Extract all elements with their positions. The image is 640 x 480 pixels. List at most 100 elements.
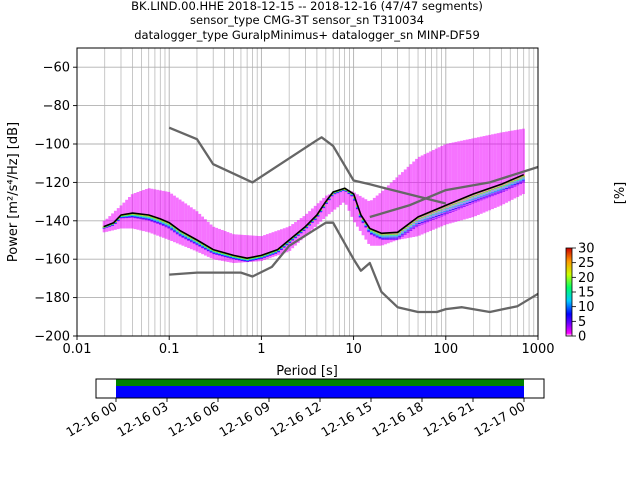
- density-cell: [254, 258, 258, 260]
- density-cell: [412, 224, 416, 226]
- colorbar-tick-label: 5: [578, 315, 586, 330]
- density-cell: [406, 227, 410, 229]
- density-cell: [167, 223, 171, 225]
- density-cell: [406, 230, 410, 232]
- density-cell: [218, 252, 221, 254]
- density-cell: [333, 192, 337, 210]
- density-cell: [175, 229, 179, 231]
- density-cell: [513, 130, 517, 199]
- density-cell: [232, 234, 235, 264]
- density-cell: [401, 172, 404, 240]
- density-cell: [370, 232, 373, 234]
- density-cell: [226, 254, 230, 256]
- density-cell: [516, 180, 520, 182]
- density-cell: [142, 190, 145, 232]
- density-cell: [274, 251, 278, 253]
- density-cell: [401, 232, 404, 234]
- density-cell: [128, 216, 131, 218]
- density-cell: [206, 249, 210, 251]
- density-cell: [474, 199, 478, 201]
- timeline-tick-label: 12-16 21: [420, 399, 476, 440]
- chart-title-line-1: BK.LIND.00.HHE 2018-12-15 -- 2018-12-16 …: [131, 0, 483, 13]
- density-cell: [130, 215, 134, 217]
- density-cell: [184, 234, 188, 236]
- density-cell: [364, 199, 368, 240]
- density-cell: [184, 237, 188, 239]
- density-cell: [232, 258, 235, 260]
- density-cell: [260, 256, 264, 258]
- density-cell: [426, 219, 430, 221]
- density-cell: [178, 232, 182, 234]
- density-cell: [516, 182, 520, 184]
- density-cell: [215, 251, 219, 253]
- density-cell: [243, 259, 247, 261]
- density-cell: [378, 238, 382, 240]
- density-cell: [454, 202, 458, 204]
- density-cell: [150, 188, 154, 234]
- density-cell: [381, 237, 385, 239]
- density-cell: [423, 217, 427, 219]
- density-cell: [153, 189, 157, 235]
- density-cell: [477, 200, 480, 202]
- density-cell: [285, 244, 289, 246]
- density-cell: [482, 193, 486, 195]
- density-cell: [460, 140, 463, 221]
- density-cell: [344, 188, 348, 205]
- density-cell: [150, 220, 154, 222]
- density-cell: [485, 194, 489, 196]
- density-cell: [204, 245, 207, 247]
- density-cell: [125, 217, 129, 219]
- density-cell: [277, 249, 281, 251]
- density-cell: [462, 199, 466, 201]
- density-cell: [189, 239, 193, 241]
- density-cell: [282, 246, 286, 248]
- density-cell: [485, 195, 489, 197]
- density-cell: [361, 220, 365, 222]
- density-cell: [147, 219, 151, 221]
- density-cell: [144, 217, 148, 219]
- grid-lines: [77, 48, 538, 336]
- density-cell: [195, 244, 199, 246]
- density-cell: [378, 237, 382, 239]
- density-cell: [448, 206, 452, 208]
- density-cell: [457, 206, 461, 208]
- density-cell: [234, 257, 238, 259]
- density-cell: [220, 253, 224, 255]
- density-cell: [462, 204, 466, 206]
- density-cell: [384, 235, 387, 237]
- density-cell: [502, 132, 506, 205]
- density-cell: [510, 182, 514, 184]
- density-cell: [249, 260, 252, 262]
- density-cell: [251, 258, 255, 260]
- density-cell: [465, 203, 469, 205]
- density-cell: [144, 218, 148, 220]
- density-cell: [406, 166, 410, 239]
- density-cell: [147, 218, 151, 220]
- density-cell: [263, 235, 266, 261]
- density-cell: [507, 186, 511, 188]
- density-cell: [522, 180, 525, 182]
- density-cell: [161, 224, 165, 226]
- density-cell: [350, 194, 354, 196]
- density-cell: [465, 199, 469, 201]
- density-cell: [372, 234, 376, 236]
- density-cell: [378, 233, 382, 235]
- density-cell: [181, 233, 185, 235]
- density-cell: [271, 232, 275, 258]
- density-cell: [401, 235, 404, 237]
- density-cell: [386, 185, 390, 244]
- density-cell: [440, 208, 444, 210]
- density-cell: [285, 243, 289, 245]
- density-cell: [128, 215, 131, 217]
- density-cell: [226, 256, 230, 258]
- density-cell: [263, 254, 266, 256]
- density-cell: [462, 140, 466, 220]
- density-cell: [392, 235, 396, 237]
- density-cell: [499, 185, 503, 187]
- density-cell: [232, 257, 235, 259]
- density-cell: [234, 257, 238, 259]
- density-cell: [122, 216, 126, 218]
- density-cell: [249, 259, 252, 261]
- density-cell: [423, 154, 427, 234]
- density-cell: [209, 251, 213, 253]
